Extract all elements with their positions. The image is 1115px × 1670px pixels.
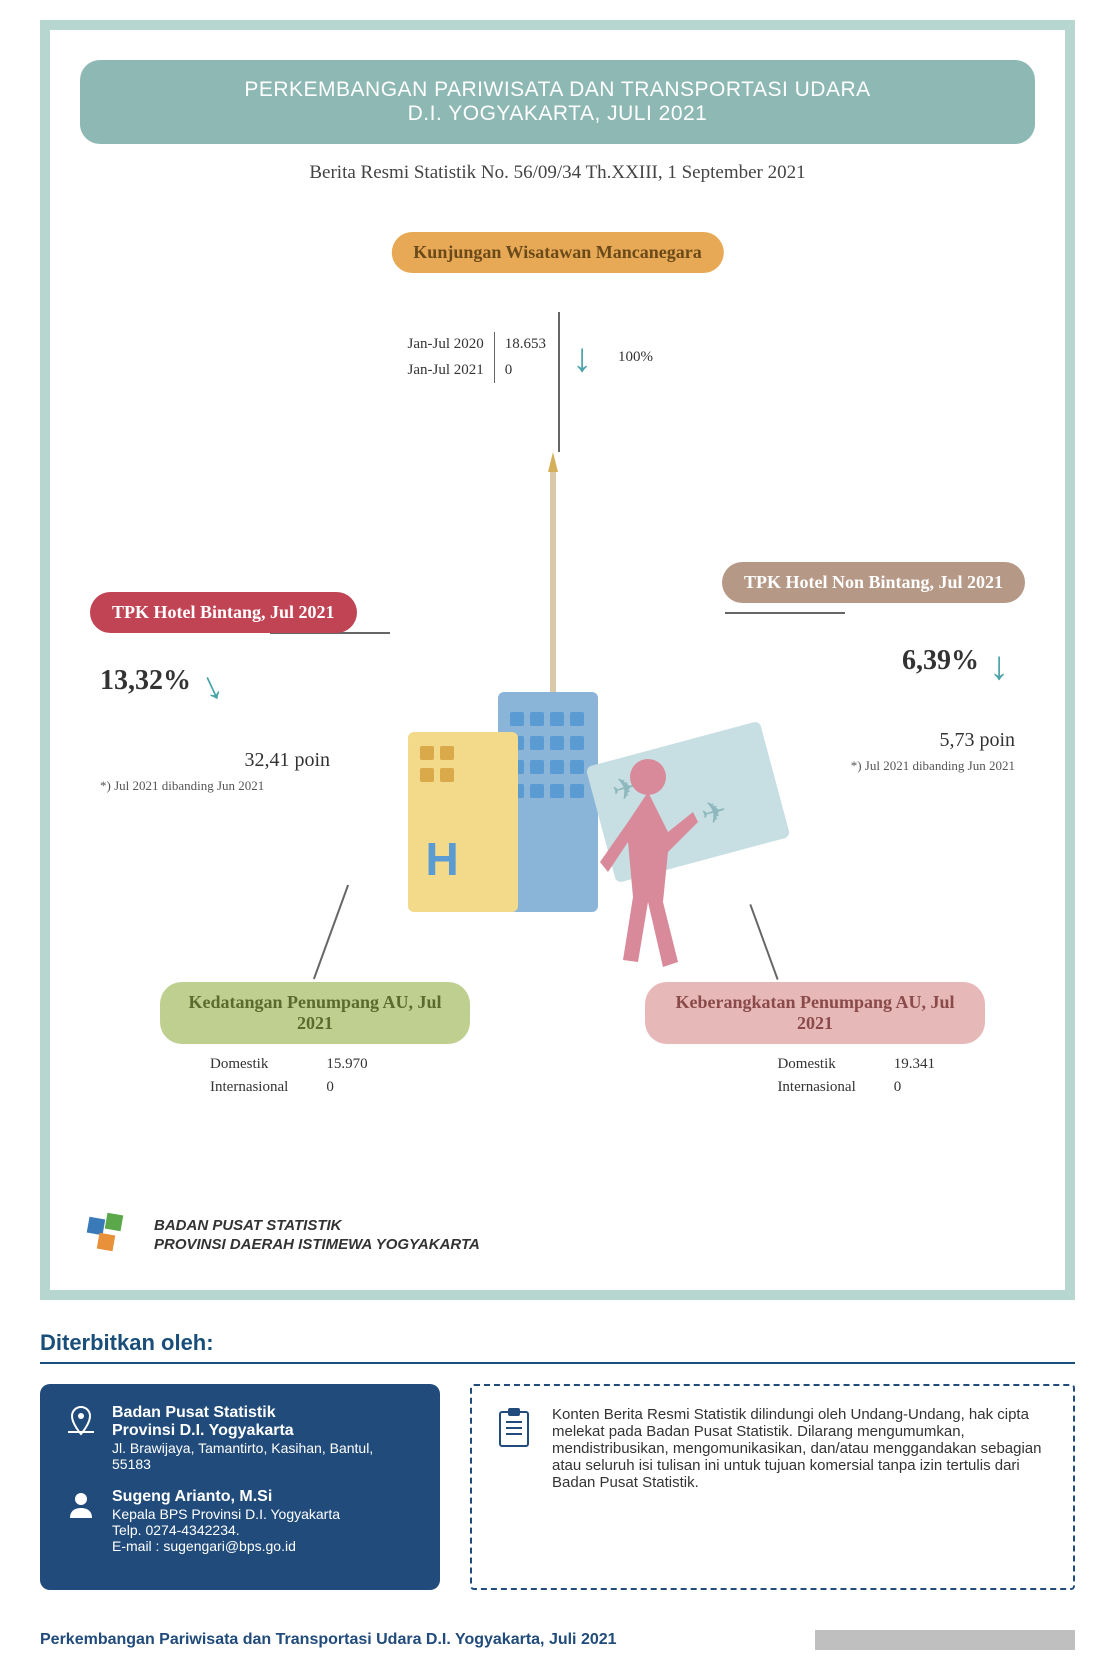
diterbitkan-title: Diterbitkan oleh: <box>40 1330 1075 1356</box>
connector <box>749 904 778 980</box>
hotel-icon <box>408 732 518 912</box>
wisman-data: Jan-Jul 2020 18.653 ↓ 100% Jan-Jul 2021 … <box>398 332 718 383</box>
bps-footer: BADAN PUSAT STATISTIK PROVINSI DAERAH IS… <box>80 1210 480 1260</box>
keb-int-val: 0 <box>876 1077 953 1098</box>
tpk-nonbintang-pct: 6,39% <box>902 645 979 676</box>
pub-org2: Provinsi D.I. Yogyakarta <box>112 1422 294 1439</box>
wisman-row2-label: Jan-Jul 2021 <box>398 358 495 384</box>
disclaimer-text: Konten Berita Resmi Statistik dilindungi… <box>552 1406 1049 1568</box>
subtitle: Berita Resmi Statistik No. 56/09/34 Th.X… <box>80 162 1035 184</box>
wisman-title: Kunjungan Wisatawan Mancanegara <box>413 242 701 262</box>
tpk-bintang-stats: 13,32% ↓ 32,41 poin *) Jul 2021 dibandin… <box>100 662 330 794</box>
ked-dom-label: Domestik <box>192 1054 306 1075</box>
pub-addr: Jl. Brawijaya, Tamantirto, Kasihan, Bant… <box>112 1440 373 1472</box>
arrow-down-icon: ↓ <box>572 334 592 381</box>
tpk-bintang-title: TPK Hotel Bintang, Jul 2021 <box>112 602 335 622</box>
pub-person: Sugeng Arianto, M.Si <box>112 1488 272 1505</box>
header-band: PERKEMBANGAN PARIWISATA DAN TRANSPORTASI… <box>80 60 1035 144</box>
person-icon <box>64 1488 98 1529</box>
tpk-bintang-pct: 13,32% <box>100 665 191 696</box>
wisman-row1-label: Jan-Jul 2020 <box>398 332 495 358</box>
ked-int-val: 0 <box>308 1077 385 1098</box>
footer-row: Badan Pusat Statistik Provinsi D.I. Yogy… <box>40 1384 1075 1590</box>
pub-role: Kepala BPS Provinsi D.I. Yogyakarta <box>112 1506 340 1522</box>
kedatangan-data: Domestik15.970 Internasional0 <box>190 1052 388 1100</box>
header-line1: PERKEMBANGAN PARIWISATA DAN TRANSPORTASI… <box>100 78 1015 102</box>
arrow-down-icon: ↓ <box>989 642 1009 689</box>
ked-int-label: Internasional <box>192 1077 306 1098</box>
bottom-title: Perkembangan Pariwisata dan Transportasi… <box>40 1631 617 1649</box>
keb-dom-label: Domestik <box>759 1054 873 1075</box>
keb-int-label: Internasional <box>759 1077 873 1098</box>
map-pin-icon <box>64 1404 98 1445</box>
pill-kedatangan: Kedatangan Penumpang AU, Jul 2021 <box>160 982 470 1044</box>
page-bar <box>815 1630 1075 1650</box>
tpk-nonbintang-stats: 6,39% ↓ 5,73 poin *) Jul 2021 dibanding … <box>795 642 1015 774</box>
keb-dom-val: 19.341 <box>876 1054 953 1075</box>
infographic-frame: PERKEMBANGAN PARIWISATA DAN TRANSPORTASI… <box>40 20 1075 1300</box>
bps-line2: PROVINSI DAERAH ISTIMEWA YOGYAKARTA <box>154 1235 480 1255</box>
bps-logo-icon <box>80 1210 140 1260</box>
pub-telp: Telp. 0274-4342234. <box>112 1522 240 1538</box>
kedatangan-title: Kedatangan Penumpang AU, Jul 2021 <box>188 992 441 1033</box>
wisman-row1-val: 18.653 <box>494 332 556 358</box>
bps-line1: BADAN PUSAT STATISTIK <box>154 1216 480 1236</box>
clipboard-icon <box>496 1406 536 1568</box>
tpk-nonbintang-title: TPK Hotel Non Bintang, Jul 2021 <box>744 572 1003 592</box>
ked-dom-val: 15.970 <box>308 1054 385 1075</box>
pill-keberangkatan: Keberangkatan Penumpang AU, Jul 2021 <box>645 982 985 1044</box>
keberangkatan-title: Keberangkatan Penumpang AU, Jul 2021 <box>675 992 954 1033</box>
keberangkatan-data: Domestik19.341 Internasional0 <box>757 1052 955 1100</box>
wisman-row2-val: 0 <box>494 358 556 384</box>
wisman-pct: 100% <box>608 332 663 383</box>
tpk-nonbintang-poin: 5,73 poin <box>795 729 1015 752</box>
tpk-nonbintang-note: *) Jul 2021 dibanding Jun 2021 <box>795 758 1015 774</box>
hotel-h-icon: H <box>426 832 459 886</box>
arrow-down-icon: ↓ <box>192 660 230 711</box>
infographic-canvas: Kunjungan Wisatawan Mancanegara Jan-Jul … <box>70 202 1045 1152</box>
divider <box>40 1362 1075 1364</box>
pub-email: E-mail : sugengari@bps.go.id <box>112 1538 296 1554</box>
bottom-bar: Perkembangan Pariwisata dan Transportasi… <box>40 1630 1075 1650</box>
tourist-icon <box>598 752 718 972</box>
tpk-bintang-poin: 32,41 poin <box>100 749 330 772</box>
disclaimer-box: Konten Berita Resmi Statistik dilindungi… <box>470 1384 1075 1590</box>
header-line2: D.I. YOGYAKARTA, JULI 2021 <box>100 102 1015 126</box>
pub-org1: Badan Pusat Statistik <box>112 1404 276 1421</box>
publisher-card: Badan Pusat Statistik Provinsi D.I. Yogy… <box>40 1384 440 1590</box>
pill-wisman: Kunjungan Wisatawan Mancanegara <box>391 232 723 273</box>
tpk-bintang-note: *) Jul 2021 dibanding Jun 2021 <box>100 778 330 794</box>
bps-text: BADAN PUSAT STATISTIK PROVINSI DAERAH IS… <box>154 1216 480 1255</box>
pill-tpk-bintang: TPK Hotel Bintang, Jul 2021 <box>90 592 357 633</box>
central-illustration: H ✈ ✈ <box>338 452 778 912</box>
